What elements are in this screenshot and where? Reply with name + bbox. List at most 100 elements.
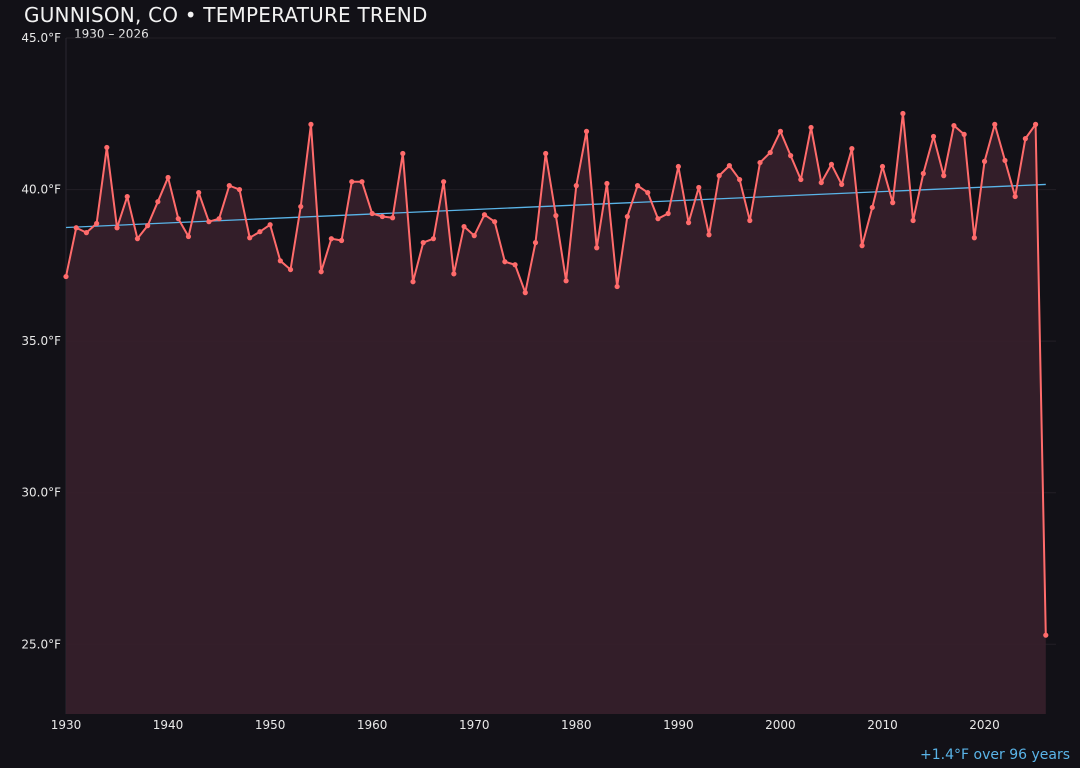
data-point	[471, 233, 477, 239]
data-point	[1043, 632, 1049, 638]
data-point	[63, 273, 69, 280]
data-point	[410, 279, 416, 285]
data-point	[604, 180, 610, 187]
data-point	[196, 190, 202, 196]
data-point	[971, 235, 977, 241]
data-point	[910, 217, 916, 224]
data-point	[614, 283, 620, 290]
data-point	[461, 223, 467, 230]
data-point	[675, 163, 681, 170]
data-point	[389, 215, 396, 221]
y-tick-label: 40.0°F	[21, 183, 61, 197]
y-tick-label: 35.0°F	[21, 334, 61, 348]
data-point	[981, 158, 988, 164]
data-point	[226, 183, 232, 189]
data-point	[532, 240, 539, 246]
data-point	[594, 245, 600, 251]
data-point	[849, 146, 855, 152]
data-point	[655, 216, 661, 222]
data-point	[512, 262, 518, 268]
x-tick-label: 1950	[255, 718, 286, 732]
data-point	[287, 266, 294, 273]
data-point	[828, 161, 835, 168]
x-tick-label: 2000	[765, 718, 796, 732]
data-point	[777, 128, 784, 134]
data-point	[420, 240, 426, 246]
data-point	[481, 212, 488, 218]
data-point	[267, 222, 273, 228]
data-point	[165, 174, 171, 181]
data-point	[696, 184, 702, 191]
data-point	[298, 203, 304, 210]
data-point	[808, 124, 814, 131]
data-point	[308, 121, 314, 127]
data-point	[879, 163, 886, 170]
data-point	[430, 236, 437, 242]
data-point	[1002, 157, 1008, 164]
data-point	[104, 144, 110, 151]
data-point	[992, 121, 998, 127]
data-point	[379, 213, 385, 220]
data-point	[502, 259, 508, 265]
data-point	[930, 133, 937, 140]
data-point	[859, 243, 865, 249]
data-point	[216, 216, 222, 222]
data-point	[951, 123, 957, 129]
x-tick-label: 1990	[663, 718, 694, 732]
data-point	[706, 232, 712, 238]
x-tick-label: 1970	[459, 718, 490, 732]
data-point	[634, 183, 641, 189]
data-point	[563, 278, 569, 284]
data-point	[757, 159, 763, 166]
data-point	[685, 220, 692, 226]
data-point	[839, 181, 845, 188]
x-tick-label: 1980	[561, 718, 592, 732]
data-point	[573, 183, 579, 189]
data-point	[369, 210, 375, 217]
data-point	[277, 258, 283, 264]
data-point	[737, 176, 743, 183]
data-point	[349, 179, 355, 185]
y-tick-label: 45.0°F	[21, 31, 61, 45]
data-point	[1032, 121, 1039, 127]
x-tick-label: 1930	[51, 718, 82, 732]
data-point	[492, 219, 498, 225]
data-point	[726, 163, 733, 169]
data-point	[145, 223, 151, 229]
data-point	[900, 110, 906, 117]
data-point	[134, 236, 141, 242]
data-point	[788, 153, 794, 159]
data-point	[522, 290, 528, 296]
trend-line	[65, 183, 1046, 229]
x-tick-label: 1960	[357, 718, 388, 732]
data-point	[338, 237, 345, 244]
data-point	[1012, 193, 1018, 200]
data-point	[155, 199, 161, 205]
data-point	[206, 219, 212, 225]
data-point	[798, 176, 804, 183]
data-point	[175, 216, 181, 222]
trend-note: +1.4°F over 96 years	[920, 747, 1070, 763]
data-point	[543, 150, 549, 157]
data-point	[318, 269, 324, 275]
x-tick-label: 2020	[969, 718, 1000, 732]
data-point	[451, 271, 457, 277]
data-point	[941, 173, 947, 179]
data-point	[83, 230, 90, 236]
data-point	[553, 213, 559, 219]
data-point	[236, 186, 243, 193]
data-point	[1022, 136, 1028, 142]
x-tick-label: 1940	[153, 718, 184, 732]
data-point	[869, 204, 875, 211]
chart-title: GUNNISON, CO • TEMPERATURE TREND	[24, 3, 428, 27]
data-point	[441, 179, 447, 185]
y-tick-label: 30.0°F	[21, 486, 61, 500]
data-point	[73, 225, 79, 231]
data-point	[890, 200, 896, 206]
data-point	[716, 173, 722, 179]
data-point	[114, 225, 120, 231]
data-point	[124, 193, 130, 200]
data-point	[920, 170, 926, 177]
data-point	[328, 236, 334, 242]
